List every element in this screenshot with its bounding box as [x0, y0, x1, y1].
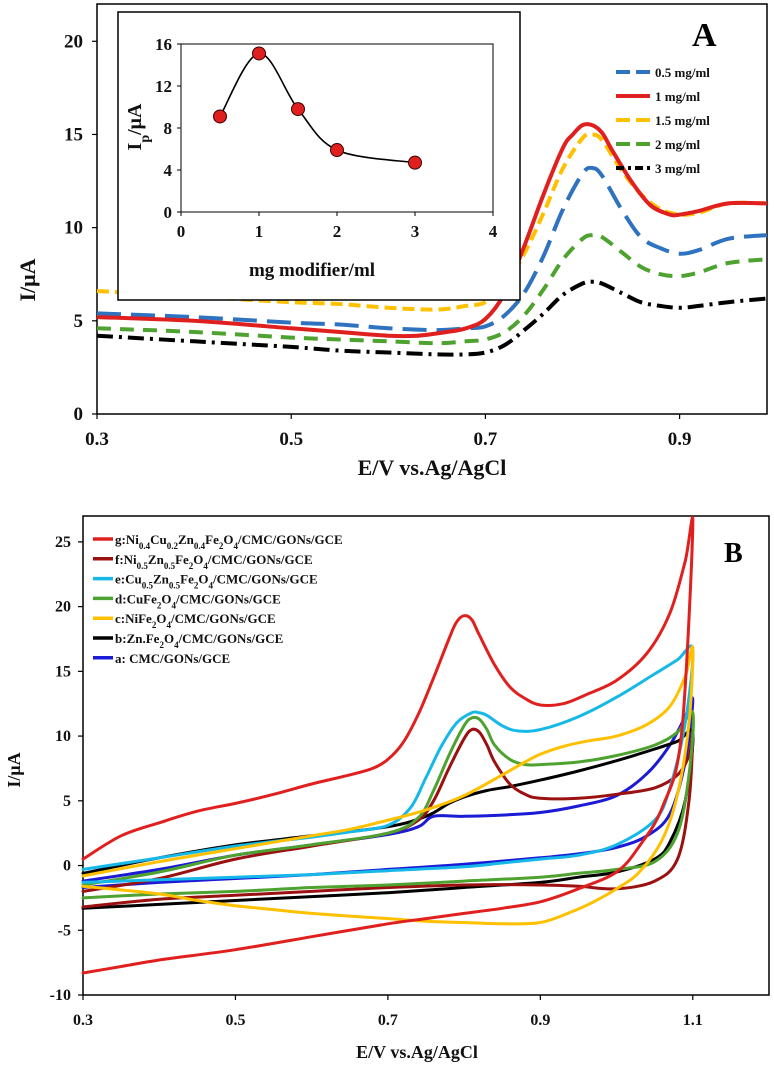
panel-b-y-tick-label: 20: [55, 599, 71, 616]
legend-label-b-g: g:Ni0.4Cu0.2Zn0.4Fe2O4/CMC/GONs/GCE: [115, 532, 343, 551]
legend-label-b-e: e:Cu0.5Zn0.5Fe2O4/CMC/GONs/GCE: [115, 572, 318, 591]
inset-x-tick-label: 1: [255, 222, 264, 241]
panel-b-y-tick-label: 0: [63, 858, 71, 875]
inset-x-axis-label: mg modifier/ml: [249, 260, 375, 281]
legend-label-a-2: 1 mg/ml: [655, 89, 701, 104]
legend-label-b-b: b:Zn.Fe2O4/CMC/GONs/GCE: [115, 631, 283, 650]
inset-data-point: [408, 155, 422, 170]
legend-label-b-a: a: CMC/GONs/GCE: [115, 651, 230, 666]
panel-b-curve-c: [81, 645, 695, 926]
panel-b-x-tick-label: 0.3: [73, 1012, 93, 1029]
inset-x-tick-label: 4: [489, 222, 498, 241]
panel-b-legend: g:Ni0.4Cu0.2Zn0.4Fe2O4/CMC/GONs/GCEf:Ni0…: [93, 532, 343, 666]
panel-a-y-tick-label: 5: [74, 311, 84, 332]
panel-b-y-tick-label: -5: [58, 922, 71, 939]
panel-b-y-tick-label: 10: [55, 728, 71, 745]
panel-a-series-line-4: [96, 232, 768, 346]
panel-a-frame: [96, 3, 768, 415]
panel-a-y-tick-label: 0: [74, 404, 84, 425]
legend-label-b-f: f:Ni0.5Zn0.5Fe2O4/CMC/GONs/GCE: [115, 552, 313, 571]
legend-label-b-c: c:NiFe2O4/CMC/GONs/GCE: [115, 611, 276, 630]
inset-x-tick-label: 0: [177, 222, 186, 241]
panel-a-legend: 0.5 mg/ml 1 mg/ml 1.5 mg/ml 2 mg/ml 3 mg/ml: [616, 65, 710, 176]
legend-label-b-d: d:CuFe2O4/CMC/GONs/GCE: [115, 591, 281, 610]
panel-a-x-axis-label: E/V vs.Ag/AgCl: [358, 455, 507, 480]
legend-label-a-4: 2 mg/ml: [655, 137, 701, 152]
inset-y-tick-label: 16: [155, 35, 172, 54]
inset-y-axis-label: Ip/μA: [124, 103, 153, 150]
panel-b-x-tick-label: 1.1: [683, 1012, 703, 1029]
panel-b-series: [81, 515, 695, 975]
inset-y-tick-label: 0: [164, 203, 173, 222]
panel-a-series-line-2: [96, 122, 768, 339]
panel-b-y-tick-label: 5: [63, 793, 71, 810]
inset-y-tick-label: 4: [164, 161, 173, 180]
panel-b-curve-d: [81, 709, 695, 900]
panel-b-curve-g: [81, 515, 695, 975]
panel-a-x-tick-label: 0.9: [668, 429, 692, 450]
inset-x-tick-label: 3: [411, 222, 420, 241]
panel-b-frame: [82, 515, 770, 996]
legend-label-a-3: 1.5 mg/ml: [655, 113, 710, 128]
inset-data-point: [330, 143, 344, 158]
panel-b-curve-e: [81, 644, 695, 884]
panel-a-y-tick-label: 15: [64, 124, 83, 145]
panel-b-y-tick-label: 25: [55, 534, 71, 551]
inset-data-point: [213, 109, 227, 124]
panel-a-series-line-1: [96, 165, 768, 333]
panel-b-curve-b: [81, 728, 695, 910]
panel-a-x-tick-label: 0.5: [279, 429, 303, 450]
inset-data-point: [291, 102, 305, 117]
panel-a-x-tick-label: 0.3: [85, 429, 109, 450]
inset-frame: [117, 11, 521, 301]
panel-a-series-line-5: [96, 279, 768, 357]
inset-data-point: [252, 46, 266, 61]
panel-b-x-tick-label: 0.7: [378, 1012, 398, 1029]
panel-b-x-axis-label: E/V vs.Ag/AgCl: [356, 1042, 478, 1062]
panel-b-label: B: [724, 538, 743, 569]
inset-x-tick-label: 2: [333, 222, 342, 241]
panel-b-y-tick-label: 15: [55, 663, 71, 680]
panel-a-y-tick-label: 10: [64, 218, 83, 239]
panel-b-y-tick-label: -10: [50, 987, 71, 1004]
legend-label-a-5: 3 mg/ml: [655, 161, 701, 176]
panel-a-y-tick-label: 20: [64, 31, 83, 52]
panel-b-y-axis-label: I/μA: [4, 752, 24, 787]
legend-label-a-1: 0.5 mg/ml: [655, 65, 710, 80]
panel-a-y-axis-label: I/μA: [15, 258, 40, 301]
panel-b: -10 -5 0 5 10 15 20 25 0.3 0.5 0.7 0.9 1.1 I/μA E/V…: [4, 515, 770, 1062]
panel-a-series: [96, 122, 768, 357]
panel-b-curve-f: [81, 727, 695, 909]
inset-y-tick-label: 12: [155, 77, 172, 96]
panel-a-x-tick-label: 0.7: [474, 429, 498, 450]
panel-b-x-tick-label: 0.9: [530, 1012, 550, 1029]
panel-b-x-tick-label: 0.5: [225, 1012, 245, 1029]
panel-a-label: A: [692, 17, 717, 54]
inset-y-tick-label: 8: [164, 119, 173, 138]
